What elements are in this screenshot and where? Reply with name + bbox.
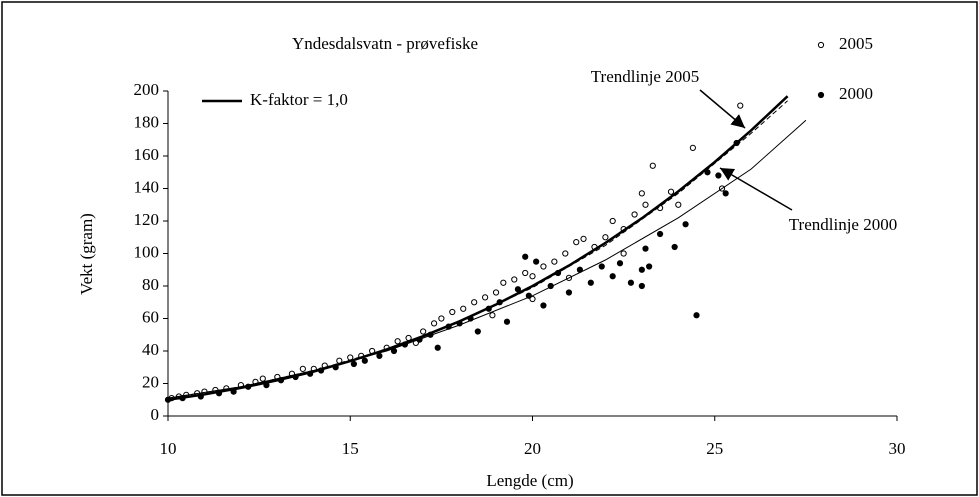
data-point (656, 230, 664, 238)
data-point (642, 245, 649, 252)
y-tick-label: 60 (142, 307, 159, 326)
data-point (376, 352, 383, 359)
y-tick-label: 100 (134, 242, 160, 261)
annotation: Trendlinje 2000 (789, 215, 897, 234)
data-point (394, 338, 401, 345)
data-point (667, 188, 675, 195)
data-point (482, 294, 489, 301)
data-point (474, 328, 481, 335)
data-point (737, 102, 744, 109)
annotation-arrow (719, 167, 793, 211)
y-tick-label: 0 (151, 405, 160, 424)
data-point (675, 201, 682, 208)
data-point (350, 360, 357, 368)
data-point (573, 239, 580, 246)
data-point (533, 258, 540, 265)
data-point (722, 190, 729, 197)
data-point (361, 357, 368, 364)
data-point (562, 250, 569, 257)
data-point (580, 235, 587, 242)
data-point (620, 250, 627, 257)
data-point (602, 234, 609, 241)
data-point (551, 258, 558, 265)
annotation: Trendlinje 2005 (591, 67, 699, 86)
data-point (598, 263, 605, 270)
data-point (565, 289, 573, 296)
data-point (631, 211, 638, 218)
data-point (638, 282, 645, 290)
y-tick-label: 20 (142, 372, 159, 391)
data-point (587, 279, 594, 286)
data-point (299, 365, 306, 372)
y-tick-label: 200 (134, 80, 160, 99)
x-tick-label: 20 (524, 439, 541, 458)
x-axis-label: Lengde (cm) (486, 471, 573, 490)
trend-line (167, 119, 807, 399)
legend-label: K-faktor = 1,0 (250, 90, 348, 109)
y-tick-label: 160 (134, 145, 160, 164)
data-point (627, 279, 635, 286)
legend-marker (817, 91, 825, 99)
data-point (540, 263, 547, 270)
legend-marker (817, 41, 825, 49)
data-point (638, 190, 645, 197)
data-point (646, 263, 653, 270)
data-point (460, 305, 467, 312)
data-point (449, 308, 456, 316)
data-point (438, 315, 445, 322)
data-point (434, 344, 441, 351)
x-tick-label: 25 (706, 439, 723, 458)
y-tick-label: 40 (142, 340, 159, 359)
data-point (492, 289, 500, 296)
y-tick-label: 120 (134, 210, 160, 229)
data-point (689, 144, 696, 151)
data-point (511, 276, 518, 283)
data-point (715, 172, 722, 179)
x-tick-label: 15 (342, 439, 359, 458)
y-tick-label: 140 (134, 177, 160, 196)
data-point (649, 162, 656, 169)
data-point (671, 243, 678, 251)
data-point (682, 221, 689, 228)
y-tick-label: 80 (142, 275, 159, 294)
y-tick-label: 180 (134, 112, 160, 131)
data-point (529, 273, 536, 280)
data-point (514, 286, 522, 293)
data-point (609, 273, 616, 280)
x-tick-label: 30 (889, 439, 906, 458)
data-point (642, 201, 649, 208)
data-point (609, 217, 616, 225)
data-point (420, 328, 427, 335)
data-point (616, 260, 624, 267)
legend-label: 2000 (839, 84, 873, 103)
data-point (259, 375, 266, 382)
data-point (471, 299, 478, 306)
data-point (489, 312, 496, 319)
data-point (500, 279, 507, 286)
data-point (522, 269, 529, 277)
trend-line (167, 100, 788, 399)
data-point (638, 266, 645, 273)
chart-title: Yndesdalsvatn - prøvefiske (292, 34, 478, 53)
annotation-arrow (699, 89, 746, 129)
data-point (693, 312, 700, 319)
data-point (430, 320, 438, 327)
y-axis-label: Vekt (gram) (77, 213, 96, 295)
data-point (540, 302, 547, 309)
data-point (503, 318, 511, 325)
x-tick-label: 10 (160, 439, 177, 458)
data-point (522, 253, 529, 260)
legend-label: 2005 (839, 34, 873, 53)
